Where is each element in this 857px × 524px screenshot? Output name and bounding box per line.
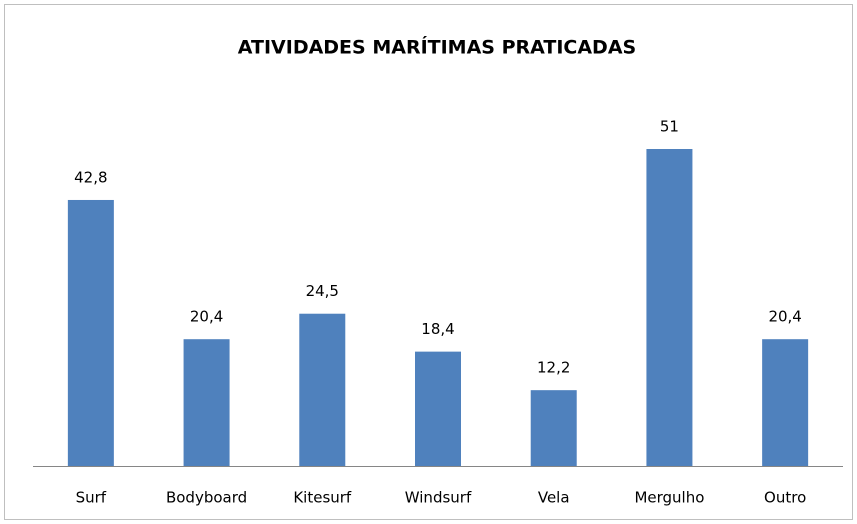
bar [646, 149, 693, 466]
x-tick-label: Bodyboard [166, 489, 247, 507]
bar [415, 351, 461, 466]
x-tick-label: Kitesurf [293, 489, 352, 507]
x-tick-label: Mergulho [634, 489, 704, 507]
bar [762, 339, 809, 466]
bar [530, 390, 577, 466]
x-tick-label: Surf [76, 489, 107, 507]
data-label: 18,4 [421, 320, 454, 338]
bar [67, 199, 114, 466]
bar [299, 313, 346, 466]
bar [183, 339, 230, 466]
x-tick-label: Windsurf [405, 489, 472, 507]
data-label: 12,2 [537, 359, 570, 377]
x-tick-label: Vela [538, 489, 570, 507]
data-label: 42,8 [74, 168, 107, 186]
data-label: 24,5 [306, 282, 339, 300]
data-label: 20,4 [190, 308, 223, 326]
data-label: 20,4 [768, 308, 801, 326]
chart-title: ATIVIDADES MARÍTIMAS PRATICADAS [238, 36, 636, 59]
x-tick-label: Outro [764, 489, 806, 507]
data-label: 51 [660, 118, 679, 136]
